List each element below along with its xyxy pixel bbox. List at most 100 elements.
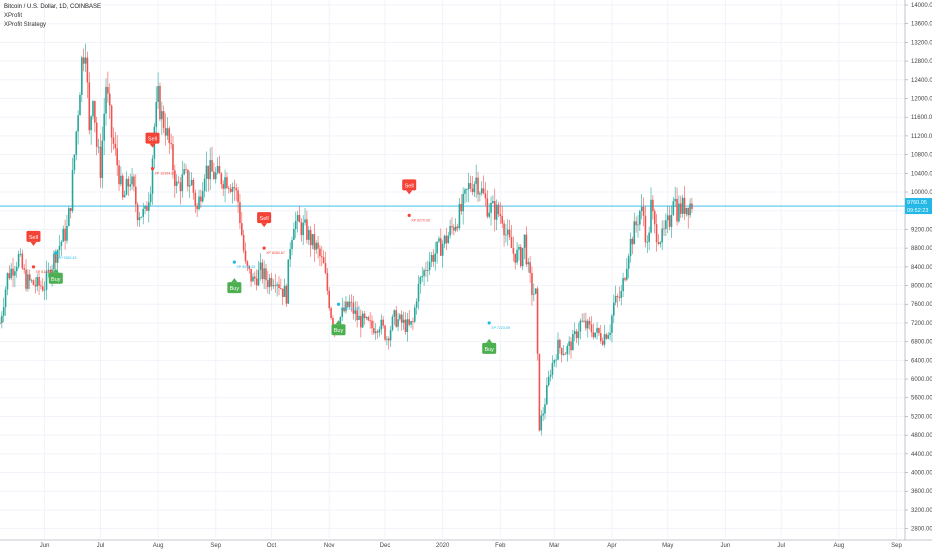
candle-body [406,319,409,332]
candle-body [456,226,459,229]
candle-body [196,205,198,210]
candle-body [663,228,665,230]
candle-body [231,187,234,192]
candle-body [380,319,383,330]
signal-badge [26,230,41,242]
candle-body [631,238,634,245]
candle-body [538,353,541,431]
candle-body [77,115,79,132]
candle-body [469,183,472,189]
signal-dot [54,251,58,255]
candle-body [611,315,613,333]
candle-body [622,278,624,292]
candle-body [114,143,117,149]
buy-signal[interactable]: Buy XP 7223.09 [482,321,510,354]
countdown-value: 09:52:23 [907,208,928,214]
candle-body [464,189,466,194]
candle-body [23,268,25,270]
sell-signal[interactable]: Sell XP 9270.00 [402,179,430,222]
candle-body [190,179,193,186]
candle-body [386,338,388,340]
candle-body [95,122,98,147]
signal-dot [487,321,491,325]
candle-body [670,214,673,227]
candle-body [118,165,120,185]
y-tick-label: 8400.00 [911,265,932,271]
candle-body [86,57,89,83]
candle-body [198,196,200,210]
buy-signal[interactable]: Buy XP 9352.43 [48,251,77,284]
candle-body [73,154,76,171]
candle-body [395,310,397,327]
candle-body [536,288,539,354]
candle-body [162,111,165,128]
candle-body [691,203,693,210]
candle-body [107,86,109,94]
candle-body [575,331,578,339]
price-axis[interactable]: 14000.00 13600.00 13200.00 12800.00 12400.00… [904,0,932,540]
candle-body [579,320,582,332]
candle-body [618,296,621,298]
candle-body [363,313,366,319]
candle-body [88,82,91,131]
signal-pointer [335,320,342,325]
candle-body [397,319,399,327]
signal-dot [407,213,411,217]
x-tick-label: Nov [324,543,335,549]
candle-body [172,144,174,171]
signal-entry-label: XP 7323.09 [341,307,360,311]
signal-dot [262,246,266,250]
candle-body [205,165,208,179]
last-price-box [905,198,932,207]
candle-body [674,198,676,202]
candle-body [213,171,215,180]
candle-body [278,284,280,289]
candle-body [326,273,329,291]
candle-body [419,277,422,284]
symbol-title[interactable]: Bitcoin / U.S. Dollar, 1D, COINBASE [4,4,102,10]
candle-body [484,193,487,199]
candle-body [200,196,202,202]
candle-body [518,246,520,250]
chart-legend[interactable]: Bitcoin / U.S. Dollar, 1D, COINBASE XPro… [4,3,101,30]
time-axis[interactable]: Jun Jul Aug Sep Oct Nov Dec 2020 Feb Mar Apr May Jun… [0,539,932,549]
candle-body [432,255,435,262]
candle-body [374,331,377,334]
candle-body [209,160,211,180]
candle-body [501,215,503,224]
signal-entry-label: XP 7223.09 [491,326,510,330]
candle-body [58,245,61,251]
candle-body [121,175,124,198]
sell-signal[interactable]: Sell XP 8123.27 [26,230,54,274]
indicator-xprofit-strategy[interactable]: XProfit Strategy [4,22,47,28]
candle-body [665,220,667,229]
candle-body [101,140,104,178]
candle-body [94,101,96,123]
candle-body [454,226,457,231]
candle-body [505,234,507,236]
candle-body [287,259,290,304]
candle-body [235,188,238,191]
candle-body [330,308,332,319]
indicator-xprofit[interactable]: XProfit [4,13,23,19]
buy-signal[interactable]: Buy XP 9248.43 [227,260,255,294]
candle-body [633,221,636,245]
candle-body [233,187,236,189]
buy-signal[interactable]: Buy XP 7323.09 [331,302,360,336]
candle-body [635,221,637,226]
candle-body [92,101,94,117]
candle-body [188,185,191,187]
sell-signal[interactable]: Sell XP 10394.62 [145,132,176,176]
candle-body [564,353,567,355]
signal-pointer [486,338,493,343]
candle-body [229,188,232,192]
sell-signal[interactable]: Sell XP 8283.67 [257,212,285,255]
signal-entry-label: XP 9352.43 [58,256,77,260]
candle-body [447,235,450,244]
y-tick-label: 4400.00 [911,452,932,458]
candle-body [467,183,470,190]
candle-body [267,280,269,288]
candle-body [412,321,414,322]
